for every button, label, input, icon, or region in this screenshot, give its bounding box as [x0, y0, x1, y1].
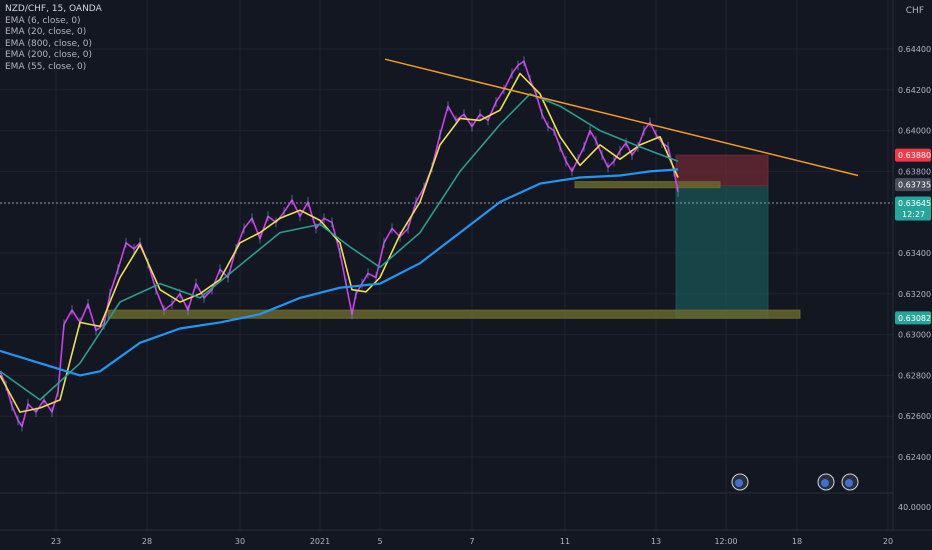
y-tick-label: 0.63200 [898, 290, 931, 299]
target-zone [675, 185, 769, 319]
x-tick-label: 23 [51, 537, 61, 546]
price-tag-label: 0.63645 [898, 199, 931, 208]
price-tag [895, 311, 931, 325]
currency-label[interactable]: CHF [905, 6, 924, 16]
event-markers[interactable] [731, 473, 859, 491]
x-tick-label: 18 [792, 537, 802, 546]
chart-series [0, 56, 859, 432]
legend-ema-200[interactable]: EMA (200, close, 0) [5, 50, 93, 60]
price-tag-label: 0.63880 [898, 151, 931, 160]
x-tick-label: 2021 [310, 537, 330, 546]
legend-ema-6[interactable]: EMA (6, close, 0) [5, 15, 81, 26]
flag-icon [821, 479, 829, 487]
x-tick-label: 11 [560, 537, 570, 546]
y-tick-label: 0.63800 [898, 167, 931, 176]
price-tag-label: 0.63082 [898, 314, 931, 323]
x-tick-label: 20 [883, 537, 893, 546]
x-tick-label: 5 [377, 537, 382, 546]
price-tag [895, 148, 931, 162]
y-tick-label: 0.64400 [898, 45, 931, 54]
flag-icon [845, 479, 853, 487]
legend-ema-800[interactable]: EMA (800, close, 0) [5, 38, 93, 49]
flag-icon [735, 479, 743, 487]
volume-tick-label: 40.0000 [898, 503, 931, 512]
series-line-ema20 [0, 93, 679, 401]
y-tick-label: 0.63000 [898, 331, 931, 340]
price-tag [895, 178, 931, 192]
y-tick-label: 0.64200 [898, 86, 931, 95]
support-zone [107, 309, 801, 319]
x-tick-label: 12:00 [714, 537, 737, 546]
price-tag [895, 196, 931, 221]
price-axis[interactable]: 0.64400 0.64200 0.64000 0.63800 0.63400 0.632… [892, 0, 931, 530]
y-tick-label: 0.64000 [898, 127, 931, 136]
series-line-ema6 [0, 72, 679, 413]
x-tick-label: 13 [651, 537, 661, 546]
symbol-title[interactable]: NZD/CHF, 15, OANDA [5, 4, 102, 14]
price-tags: 0.63880 0.63735 0.63645 12:27 0.63082 [895, 148, 931, 325]
x-tick-label: 7 [469, 537, 474, 546]
indicator-legend: NZD/CHF, 15, OANDA EMA (6, close, 0) EMA… [5, 4, 102, 73]
retest-zone [574, 181, 721, 189]
x-tick-label: 30 [235, 537, 245, 546]
series-line-ema200 [0, 168, 679, 377]
legend-ema-20[interactable]: EMA (20, close, 0) [5, 27, 87, 37]
time-axis[interactable]: 23 28 30 2021 5 7 11 13 12:00 18 20 [0, 529, 932, 546]
price-tag-countdown: 12:27 [902, 210, 925, 219]
stop-zone [675, 154, 769, 187]
y-tick-label: 0.62600 [898, 412, 931, 421]
legend-ema-55[interactable]: EMA (55, close, 0) [5, 61, 87, 72]
y-tick-label: 0.62400 [898, 453, 931, 462]
y-tick-label: 0.62800 [898, 371, 931, 380]
y-tick-label: 0.63400 [898, 249, 931, 258]
x-tick-label: 28 [142, 537, 152, 546]
price-tag-label: 0.63735 [898, 181, 931, 190]
annotation-zones [0, 154, 893, 319]
trendline [384, 58, 859, 177]
